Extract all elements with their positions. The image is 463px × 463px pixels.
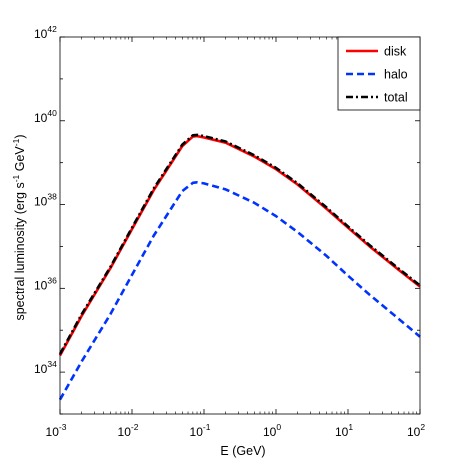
legend-label-total: total [384, 91, 408, 105]
series-line-halo [58, 180, 421, 401]
series-line-total [58, 133, 421, 355]
legend-label-halo: halo [384, 68, 408, 82]
x-axis-label: E (GeV) [220, 444, 265, 458]
axes-layer: 10-3 10-2 10-1 100 101 102 1034 1036 1038 1040 104… [34, 24, 425, 439]
series-layer [58, 133, 421, 401]
y-tick-label: 1034 [34, 359, 57, 376]
y-axis-label: spectral luminosity (erg s-1 GeV-1) [11, 134, 27, 320]
axes-frame [59, 36, 421, 415]
x-tick-label: 100 [263, 422, 281, 439]
y-tick-label: 1040 [34, 108, 57, 125]
y-tick-label: 1042 [34, 24, 57, 41]
x-tick-label: 10-2 [118, 422, 139, 439]
x-tick-label: 10-1 [190, 422, 211, 439]
y-tick-label: 1036 [34, 275, 57, 292]
x-tick-label: 10-3 [46, 422, 67, 439]
y-tick-label: 1038 [34, 192, 57, 209]
legend: disk halo total [337, 36, 421, 111]
x-tick-label: 101 [335, 422, 353, 439]
x-tick-label: 102 [407, 422, 425, 439]
legend-label-disk: disk [384, 45, 407, 59]
